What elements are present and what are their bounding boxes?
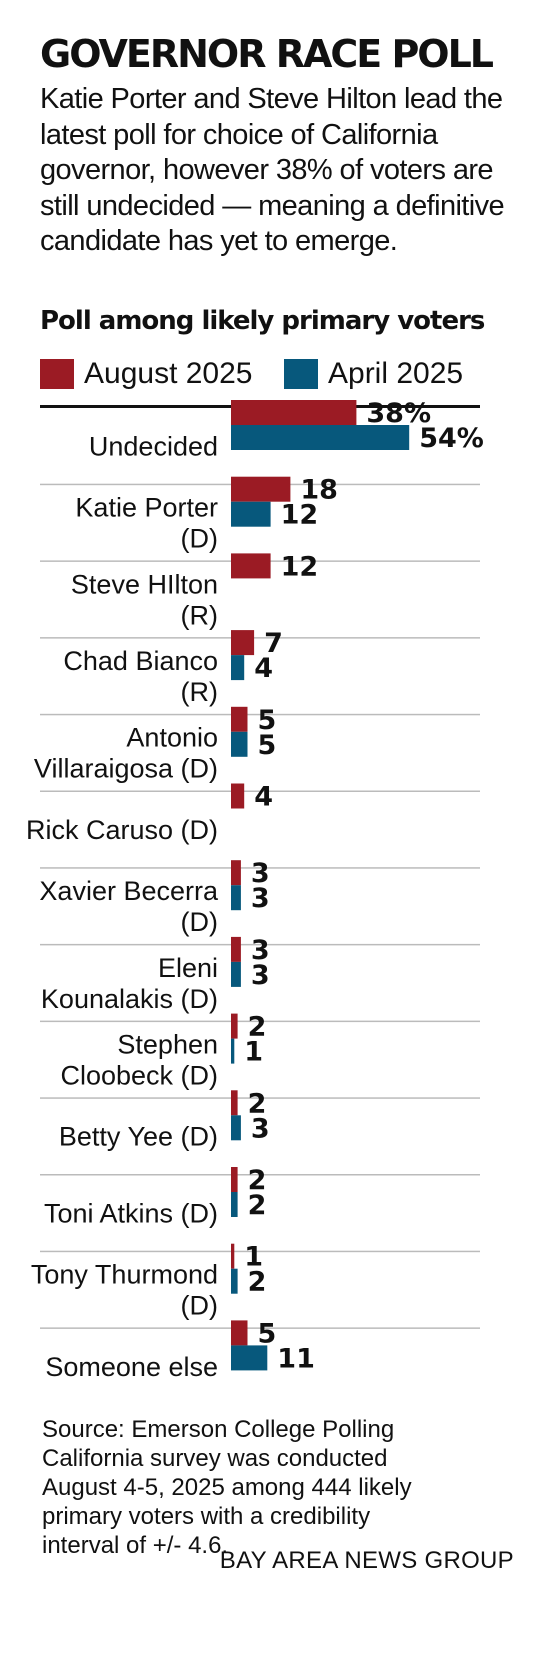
value-label-august-3: 7 (264, 628, 283, 659)
category-label-4-0: Antonio (126, 723, 218, 753)
legend-label-april: April 2025 (328, 357, 464, 390)
bar-august-0 (231, 400, 357, 425)
category-label-12-0: Someone else (45, 1352, 218, 1382)
bar-august-6 (231, 860, 241, 886)
row-divider-3 (40, 713, 480, 716)
page-title: GOVERNOR RACE POLL (40, 32, 494, 76)
row-divider-10 (40, 1250, 480, 1253)
value-label-april-4: 5 (258, 730, 277, 761)
bar-august-8 (231, 1013, 238, 1039)
bar-april-0 (231, 425, 410, 450)
category-label-1-0: Katie Porter (75, 493, 218, 523)
row-divider-6 (40, 943, 480, 946)
bar-april-11 (231, 1268, 238, 1294)
category-label-5-0: Rick Caruso (D) (26, 815, 218, 845)
bar-april-9 (231, 1115, 241, 1141)
category-label-9-0: Betty Yee (D) (59, 1122, 218, 1152)
row-divider-9 (40, 1174, 480, 1176)
intro-text: Katie Porter and Steve Hilton lead the l… (40, 83, 505, 257)
row-divider-2 (40, 637, 480, 639)
value-label-august-2: 12 (281, 551, 319, 582)
bar-april-4 (231, 731, 248, 757)
bar-august-7 (231, 936, 241, 962)
bar-august-1 (231, 476, 291, 502)
value-label-april-10: 2 (248, 1190, 267, 1221)
credit: BAY AREA NEWS GROUP (219, 1547, 514, 1574)
bar-april-6 (231, 885, 241, 911)
value-label-april-7: 3 (251, 960, 270, 991)
value-label-august-7: 3 (251, 935, 270, 966)
bar-august-3 (231, 630, 255, 656)
bar-april-12 (231, 1345, 268, 1371)
legend-swatch-april (284, 359, 318, 389)
category-label-6-1: (D) (181, 907, 218, 937)
bar-august-4 (231, 706, 248, 732)
value-label-august-9: 2 (248, 1088, 267, 1119)
category-label-6-0: Xavier Becerra (39, 876, 219, 906)
value-label-april-6: 3 (251, 883, 270, 914)
value-label-april-0: 54% (419, 423, 484, 454)
category-label-8-0: Stephen (117, 1029, 218, 1059)
category-label-11-1: (D) (181, 1291, 218, 1321)
value-label-april-12: 11 (277, 1343, 315, 1374)
category-label-7-0: Eleni (158, 953, 218, 983)
category-label-2-1: (R) (181, 600, 218, 630)
bar-april-7 (231, 961, 241, 987)
bar-august-12 (231, 1320, 248, 1346)
value-label-april-9: 3 (251, 1113, 270, 1144)
category-label-10-0: Toni Atkins (D) (44, 1198, 218, 1228)
category-label-0-0: Undecided (89, 431, 218, 461)
bar-august-2 (231, 553, 271, 579)
value-label-april-1: 12 (281, 500, 319, 531)
value-label-august-10: 2 (248, 1165, 267, 1196)
value-label-august-12: 5 (258, 1318, 277, 1349)
legend-swatch-august (40, 359, 74, 389)
value-label-august-6: 3 (251, 858, 270, 889)
value-label-august-1: 18 (300, 475, 338, 506)
chart-title: Poll among likely primary voters (40, 306, 485, 336)
row-divider-4 (40, 790, 480, 792)
source-note: Source: Emerson College Polling Californ… (42, 1416, 412, 1559)
bar-april-10 (231, 1192, 238, 1217)
category-label-11-0: Tony Thurmond (31, 1260, 218, 1290)
row-divider-7 (40, 1020, 480, 1023)
value-label-august-5: 4 (254, 782, 273, 813)
bar-august-9 (231, 1090, 238, 1116)
row-divider-8 (40, 1097, 480, 1099)
category-label-4-1: Villaraigosa (D) (34, 754, 218, 784)
row-divider-5 (40, 867, 480, 869)
category-label-2-0: Steve HIlton (71, 569, 218, 599)
category-label-8-1: Cloobeck (D) (60, 1060, 218, 1090)
category-label-7-1: Kounalakis (D) (41, 984, 218, 1014)
bar-april-3 (231, 655, 245, 681)
bar-august-10 (231, 1167, 238, 1192)
value-label-april-8: 1 (244, 1037, 263, 1068)
category-label-3-0: Chad Bianco (63, 646, 218, 676)
bar-april-8 (231, 1038, 235, 1064)
bar-august-5 (231, 783, 245, 809)
bar-august-11 (231, 1243, 235, 1269)
value-label-august-11: 1 (244, 1242, 263, 1273)
value-label-august-8: 2 (248, 1012, 267, 1043)
legend-label-august: August 2025 (84, 357, 253, 390)
value-label-april-3: 4 (254, 653, 273, 684)
value-label-august-4: 5 (258, 705, 277, 736)
row-divider-11 (40, 1327, 480, 1329)
bar-april-1 (231, 501, 271, 527)
value-label-april-11: 2 (248, 1267, 267, 1298)
value-label-august-0: 38% (366, 398, 431, 429)
category-label-1-1: (D) (181, 524, 218, 554)
category-label-3-1: (R) (181, 677, 218, 707)
